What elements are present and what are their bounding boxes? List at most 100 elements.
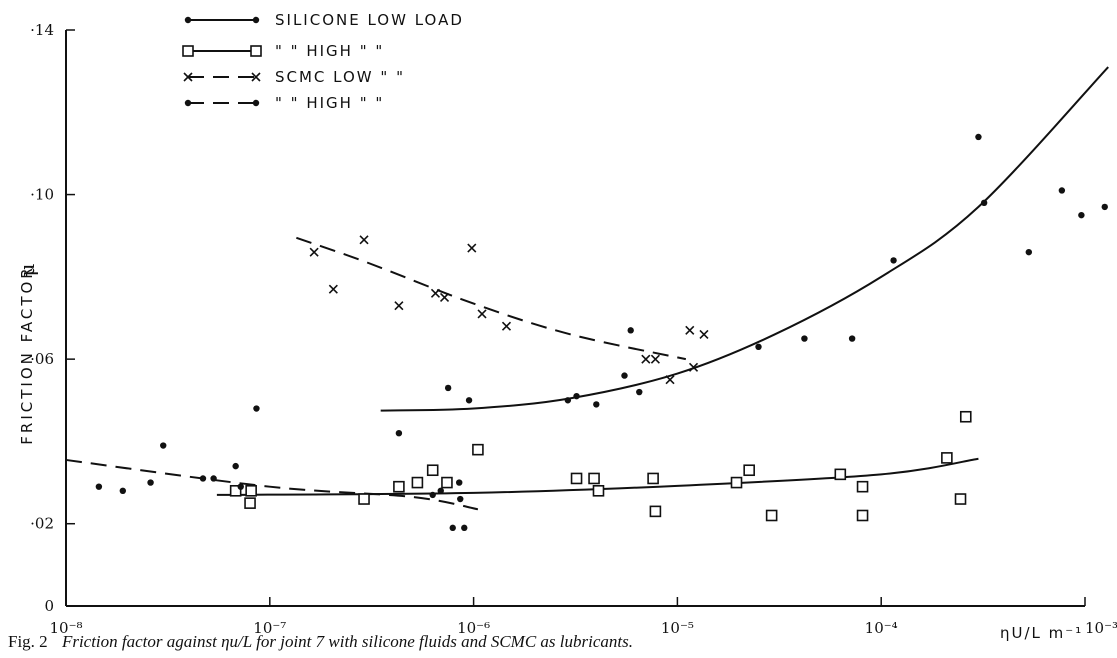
series-4-point [95, 483, 103, 490]
series-2-point [393, 480, 405, 493]
series-1-point [1025, 248, 1033, 256]
legend-entry-3: SCMC LOW " " [183, 68, 405, 86]
cross-stroke [501, 321, 512, 331]
y-axis-title-group: FRICTION FACTOR [18, 265, 36, 444]
series-4-point [210, 475, 217, 482]
series-2-point [856, 480, 869, 493]
legend-marker [184, 99, 192, 107]
series-1-point [621, 372, 628, 379]
legend-label: SCMC LOW " " [275, 68, 405, 86]
series-3-point [665, 375, 675, 385]
cross-stroke [309, 247, 319, 257]
series-3-point [685, 325, 695, 335]
series-3-point [359, 235, 369, 245]
series-3-point [439, 292, 450, 302]
series-1-point [636, 388, 643, 396]
y-tick-label: ·02 [30, 515, 54, 533]
legend-entry-1: SILICONE LOW LOAD [184, 11, 462, 29]
series-2-point [743, 464, 755, 477]
series-2-point [570, 472, 583, 485]
series-4-point [237, 483, 244, 490]
series-2-point [765, 509, 778, 522]
series-4-point [232, 462, 239, 470]
series-4-point [437, 487, 444, 494]
data-points [95, 133, 1108, 532]
series-4-point [449, 524, 456, 532]
series-1-point [627, 327, 634, 334]
series-1-point [593, 401, 600, 408]
axis-ticks: 10⁻⁸ 10⁻⁷ 10⁻⁶ 10⁻⁵ 10⁻⁴ 10⁻³ 0 ·02 ·06 ·10 ·14 [30, 21, 1117, 637]
legend-entry-2: " " HIGH " " [182, 42, 384, 60]
cross-stroke [394, 301, 404, 311]
series-curve-4 [65, 458, 479, 511]
cross-stroke [665, 375, 675, 385]
fitted-curves [65, 66, 1109, 511]
series-2-point [441, 476, 453, 489]
y-axis-title: FRICTION FACTOR [18, 265, 36, 444]
x-axis-title: ηU/L m⁻¹ [1000, 624, 1083, 642]
legend-entry-4: " " HIGH " " [184, 94, 384, 112]
x-tick-label: 10⁻⁵ [661, 619, 694, 637]
legend-marker [252, 16, 260, 24]
series-2-point [649, 505, 662, 518]
series-2-point [472, 443, 484, 456]
cross-stroke [685, 325, 695, 335]
series-2-point [592, 484, 605, 497]
x-tick-label: 10⁻⁸ [49, 619, 82, 637]
series-1-point [564, 397, 572, 404]
series-4-point [147, 479, 154, 486]
series-3-point [477, 309, 487, 319]
cross-stroke [641, 354, 651, 364]
cross-stroke [650, 354, 660, 364]
series-2-point [411, 476, 424, 489]
series-2-point [245, 484, 257, 497]
series-curve-2 [216, 457, 979, 496]
cross-stroke [359, 235, 369, 245]
series-3-point [328, 284, 338, 294]
cross-stroke [251, 72, 261, 82]
series-2-point [229, 484, 242, 497]
legend: SILICONE LOW LOAD " " HIGH " " SCMC LOW " … [182, 11, 462, 112]
figure-caption: Fig. 2 Friction factor against ηu/L for … [8, 632, 633, 651]
legend-marker [250, 45, 262, 57]
legend-marker [182, 45, 194, 57]
series-3-point [650, 354, 660, 364]
series-2-point [856, 509, 869, 522]
y-tick-label: ·06 [30, 350, 54, 368]
cross-stroke [328, 284, 338, 294]
series-1-point [755, 343, 762, 350]
y-axis-symbol-group: μ [15, 264, 39, 277]
series-3-point [699, 329, 709, 340]
series-4-point [429, 491, 436, 499]
series-1-point [980, 199, 988, 206]
cross-stroke [699, 329, 709, 340]
x-tick-label: 10⁻⁶ [457, 619, 490, 637]
series-curve-3 [296, 236, 687, 361]
y-tick-label: ·10 [30, 186, 54, 204]
legend-label: " " HIGH " " [275, 42, 384, 60]
series-2-point [588, 472, 600, 485]
cross-stroke [439, 292, 450, 302]
x-tick-label: 10⁻⁷ [253, 619, 286, 637]
cross-stroke [183, 72, 193, 82]
series-1-point [1058, 187, 1066, 194]
legend-marker [183, 72, 193, 82]
series-3-point [430, 288, 441, 298]
series-1-point [801, 335, 808, 342]
legend-marker [184, 16, 192, 24]
series-curve-1 [380, 66, 1109, 412]
series-2-point [358, 493, 370, 505]
series-1-point [848, 335, 856, 342]
series-1-point [975, 133, 982, 141]
series-2-point [959, 410, 972, 423]
series-2-point [941, 452, 953, 464]
legend-label: " " HIGH " " [275, 94, 384, 112]
x-tick-label: 10⁻³ [1085, 619, 1117, 637]
series-4-point [461, 524, 468, 532]
legend-marker [252, 99, 260, 107]
cross-stroke [430, 288, 441, 298]
cross-stroke [467, 243, 477, 253]
series-2-point [730, 476, 743, 489]
y-axis-symbol: μ [15, 264, 39, 277]
